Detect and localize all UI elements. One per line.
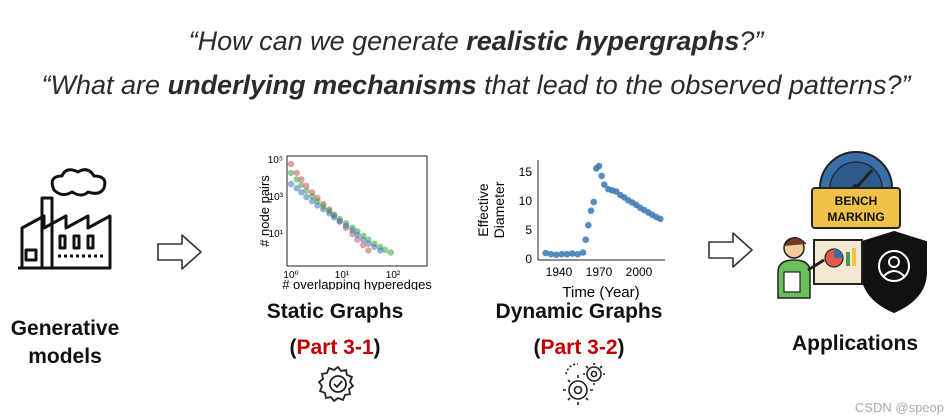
dynamic-graph-chart: 0 5 10 15 1940 1970 2000 Time (Year) Eff…: [475, 160, 665, 301]
data-point: [298, 189, 305, 196]
static-part-label: (Part 3-1): [289, 336, 381, 359]
y-tick-label: 5: [525, 223, 532, 237]
data-point: [287, 169, 295, 177]
y-tick-label: 10⁵: [268, 155, 283, 166]
data-point: [309, 197, 316, 205]
right-arrow-icon: [157, 234, 202, 270]
generative-models-label: Generative models: [10, 317, 120, 368]
data-point: [601, 181, 608, 188]
question-2: “What are underlying mechanisms that lea…: [41, 70, 911, 100]
data-point: [342, 222, 350, 229]
data-point: [563, 250, 571, 258]
y-tick-label: 0: [525, 252, 532, 266]
presenter-icon: [777, 237, 863, 299]
data-point: [303, 193, 310, 201]
benchmarking-icon: BENCH MARKING: [811, 151, 901, 229]
data-point: [320, 206, 327, 213]
data-point: [542, 249, 549, 257]
x-tick-label: 10²: [386, 270, 401, 281]
data-point: [309, 193, 316, 200]
y-tick-label: 10¹: [269, 229, 284, 240]
data-point: [303, 182, 310, 190]
applications-label: Applications: [791, 332, 918, 355]
data-point: [303, 187, 310, 194]
y-tick-label: 10: [519, 194, 533, 208]
data-point: [360, 241, 367, 249]
dynamic-graphs-title: Dynamic Graphs: [495, 300, 663, 323]
data-point: [293, 169, 300, 177]
data-point: [582, 236, 589, 243]
question-1: “How can we generate realistic hypergrap…: [188, 26, 764, 56]
data-point: [293, 176, 300, 183]
applications-illustration: BENCH MARKING: [777, 151, 927, 314]
data-point: [657, 215, 664, 223]
data-point: [574, 250, 581, 258]
data-point: [598, 172, 605, 180]
data-point: [293, 185, 300, 192]
data-point: [547, 250, 555, 258]
shield-icon: [861, 230, 927, 314]
gear-check-icon: [318, 365, 355, 403]
data-point: [326, 210, 333, 217]
data-point: [590, 198, 597, 206]
data-point: [587, 207, 595, 214]
data-point: [314, 202, 321, 209]
x-tick-label: 1970: [586, 265, 613, 279]
static-graphs-title: Static Graphs: [266, 300, 404, 323]
y-tick-label: 10³: [269, 192, 284, 203]
right-arrow-icon: [708, 232, 753, 268]
data-point: [371, 243, 378, 251]
data-point: [585, 221, 592, 229]
data-point: [354, 231, 361, 238]
y-axis-label: # node pairs: [257, 175, 272, 247]
data-point: [349, 227, 356, 234]
data-point: [360, 236, 367, 243]
data-point: [595, 162, 603, 170]
x-axis-label: Time (Year): [562, 284, 639, 301]
data-point: [298, 181, 305, 189]
dynamic-part-label: (Part 3-2): [533, 336, 625, 359]
watermark: CSDN @speop: [854, 400, 944, 415]
data-point: [330, 214, 338, 221]
svg-text:BENCH: BENCH: [835, 194, 878, 208]
x-tick-label: 10¹: [335, 270, 350, 281]
y-axis-label: EffectiveDiameter: [475, 181, 507, 238]
x-tick-label: 10⁰: [283, 270, 298, 281]
data-point: [558, 250, 565, 258]
x-tick-label: 1940: [546, 265, 573, 279]
x-axis-label: # overlapping hyperedges: [282, 277, 432, 290]
static-graph-chart: 10⁵ 10³ 10¹ 10⁰ 10¹ 10² # overlapping hy…: [257, 155, 432, 290]
data-point: [569, 250, 576, 257]
data-point: [553, 251, 560, 259]
svg-text:MARKING: MARKING: [827, 210, 884, 224]
factory-icon: [18, 168, 112, 270]
data-point: [579, 249, 587, 256]
data-point: [287, 180, 295, 188]
data-point: [387, 249, 394, 256]
data-point: [287, 160, 295, 168]
y-tick-label: 15: [519, 165, 533, 179]
data-point: [381, 246, 389, 253]
data-point: [377, 247, 384, 254]
data-point: [354, 236, 361, 243]
x-tick-label: 2000: [626, 265, 653, 279]
gears-icon: [563, 363, 605, 405]
data-point: [365, 240, 372, 247]
data-point: [298, 176, 305, 183]
data-point: [336, 218, 343, 225]
data-point: [365, 247, 372, 254]
